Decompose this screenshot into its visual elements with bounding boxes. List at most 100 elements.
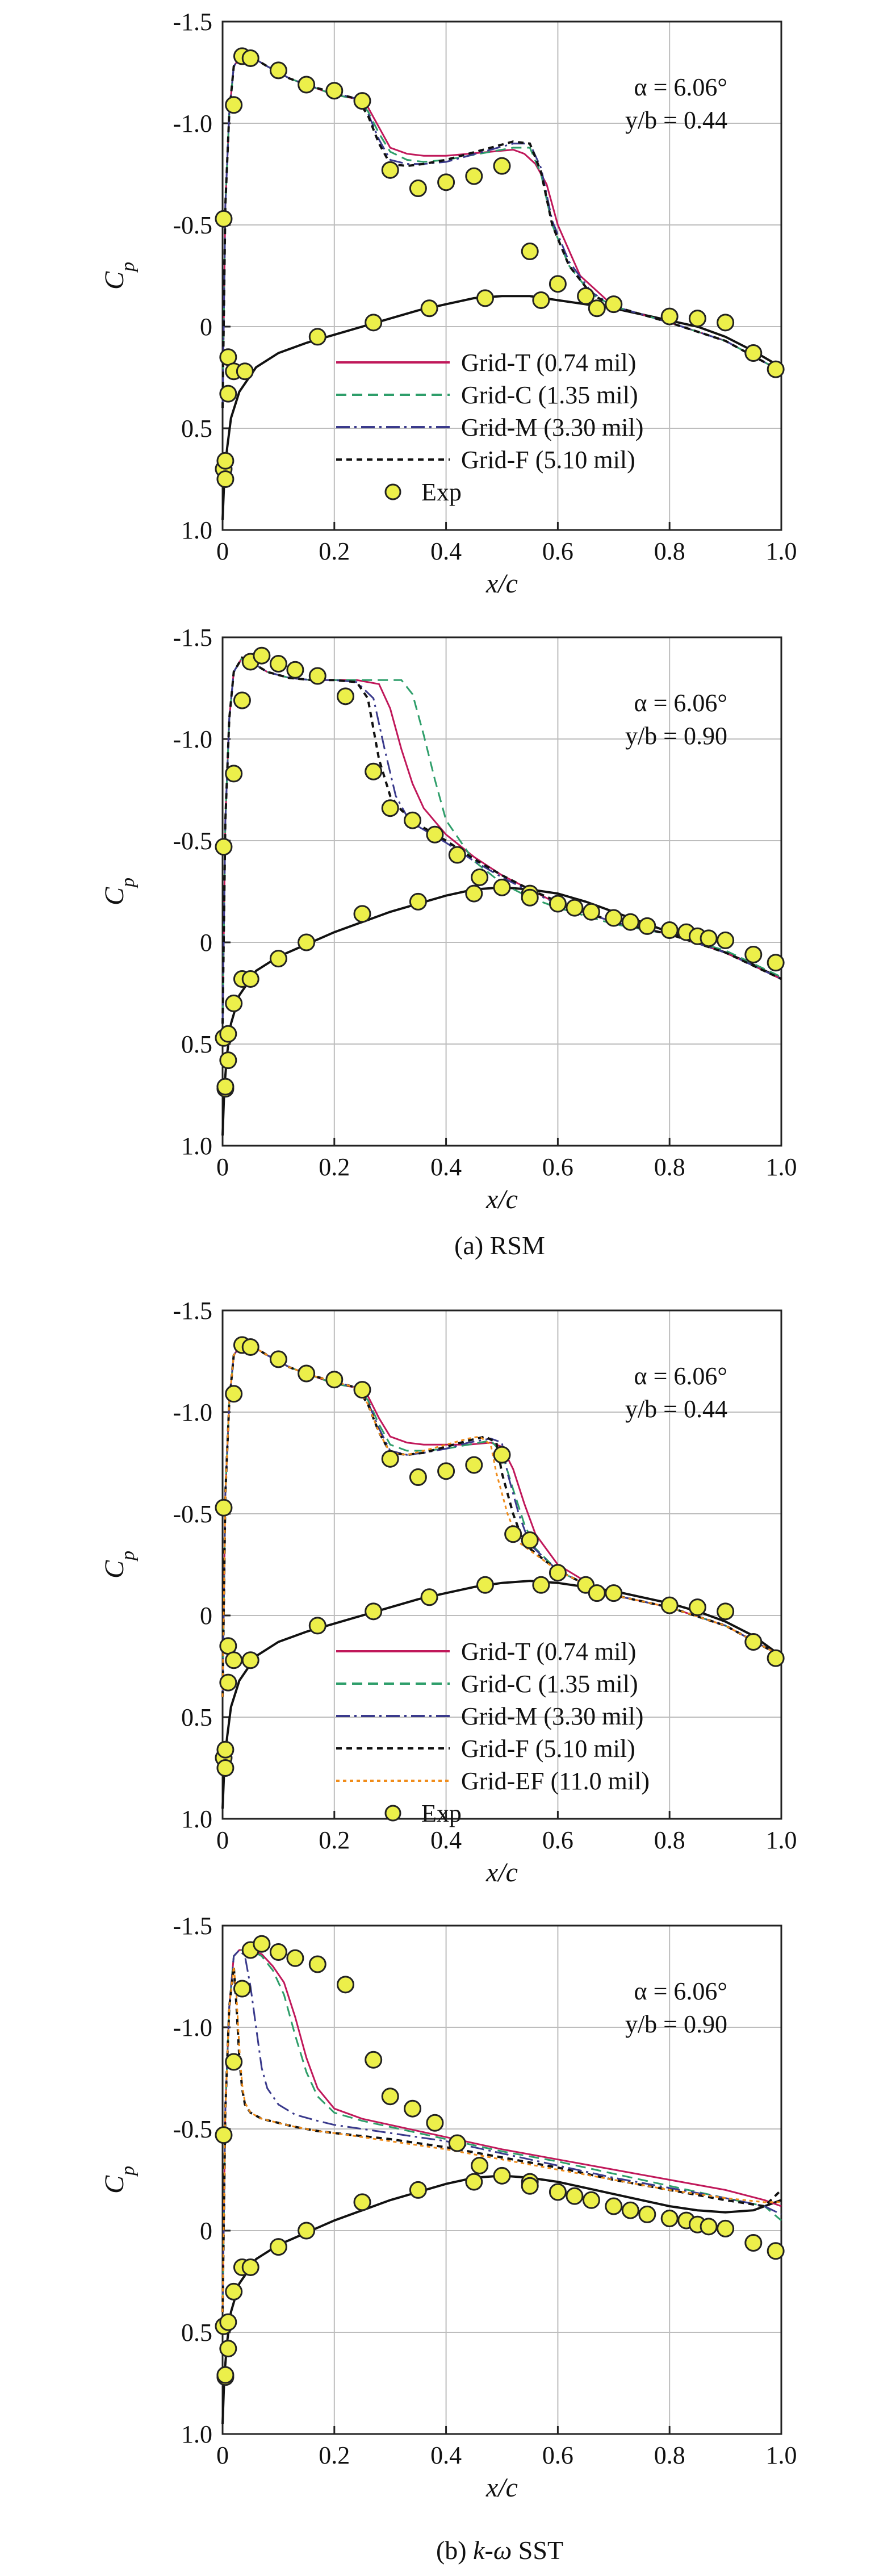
exp-point [605,909,623,927]
y-axis-label: Cp [99,262,139,290]
exp-point [638,2205,656,2223]
legend-label: Grid-EF (11.0 mil) [461,1767,650,1795]
y-tick-label: 0.5 [181,2319,212,2347]
y-tick-label: 0 [200,2217,212,2245]
exp-point [420,299,438,318]
legend: Grid-T (0.74 mil) Grid-C (1.35 mil) Grid-M… [336,349,643,506]
exp-point [605,1584,623,1602]
y-axis-label: Cp [99,878,139,905]
exp-point [605,2197,623,2215]
exp-point [717,314,735,332]
exp-point [233,1980,251,1998]
exp-point [549,275,567,293]
exp-point [521,243,539,261]
chart-panel-sst-044: 0 0.2 0.4 0.6 0.8 1.0 -1.5 -1.0 -0.5 0 0.5 1.0 x/c Cp… [99,1297,797,1888]
x-tick-label: 0.2 [319,2441,350,2469]
exp-point [660,307,679,325]
x-axis-label: x/c [485,1857,518,1888]
exp-point [409,2181,427,2199]
exp-point [225,96,243,114]
exp-point [286,1949,304,1967]
series-grid-c [221,53,782,408]
exp-point [308,667,326,685]
exp-point [225,765,243,783]
exp-point [336,1976,354,1994]
y-tick-label: 0 [200,313,212,341]
exp-point [269,655,287,673]
exp-point [219,1025,237,1043]
exp-point [426,2114,444,2132]
x-tick-label: 0.6 [542,2441,573,2469]
x-tick-label: 0.6 [542,1153,573,1181]
exp-point [588,299,606,318]
exp-point [325,82,344,100]
y-tick-label: -1.0 [173,1398,212,1426]
x-axis-label: x/c [485,1184,518,1214]
x-tick-label: 1.0 [766,1826,797,1854]
exp-point [744,344,763,362]
exp-point [700,929,718,947]
exp-point [298,76,316,94]
exp-point [660,1596,679,1614]
exp-point [660,2210,679,2228]
exp-point [448,846,466,864]
exp-point [688,1598,706,1617]
exp-point [225,2053,243,2071]
x-tick-label: 0.2 [319,1826,350,1854]
exp-point [409,1468,427,1487]
x-tick-label: 0.2 [319,537,350,565]
exp-point [744,2233,763,2252]
y-tick-label: -1.5 [173,1912,212,1940]
chart-panel-rsm-090: 0 0.2 0.4 0.6 0.8 1.0 -1.5 -1.0 -0.5 0 0.5 1.0 x/c Cp… [99,624,797,1214]
exp-point [381,2087,399,2106]
exp-point [409,892,427,911]
y-tick-label: 0.5 [181,415,212,442]
exp-point [365,1602,383,1621]
exp-point [241,2258,259,2276]
x-tick-label: 0.8 [654,537,685,565]
lower-surface-curve [221,886,782,1136]
exp-point [216,2366,235,2384]
exp-point [476,289,494,307]
yb-annotation: y/b = 0.90 [625,2010,727,2038]
y-tick-label: 1.0 [181,1805,212,1833]
exp-point [605,295,623,314]
exp-point [767,954,785,972]
caption-sst: (b) k-ω SST [436,2536,563,2565]
exp-point [216,1740,235,1759]
exp-point [336,687,354,705]
series-grid-m [221,1948,782,2312]
exp-point [700,2218,718,2236]
exp-point [308,328,326,346]
legend-label: Grid-C (1.35 mil) [461,1670,638,1698]
exp-point [521,2177,539,2195]
legend-label: Exp [421,478,462,506]
plot-frame [221,1309,782,1820]
exp-point [215,2126,233,2144]
exp-point [216,1078,235,1096]
legend-label: Grid-M (3.30 mil) [461,1702,643,1730]
alpha-annotation: α = 6.06° [634,1977,727,2005]
exp-point [471,868,489,886]
exp-point [566,899,584,917]
y-tick-label: -1.0 [173,110,212,137]
legend: Grid-T (0.74 mil) Grid-C (1.35 mil) Grid-M… [336,1638,650,1827]
exp-point [381,161,399,179]
legend-label: Exp [421,1800,462,1827]
exp-point [219,1051,237,1070]
exp-point [353,92,371,110]
chart-panel-sst-090: 0 0.2 0.4 0.6 0.8 1.0 -1.5 -1.0 -0.5 0 0.5 1.0 x/c Cp… [99,1912,797,2503]
exp-point [404,811,422,829]
series-grid-ef [221,1966,781,2312]
exp-point [420,1588,438,1606]
exp-point [233,691,251,709]
x-tick-label: 0.8 [654,1153,685,1181]
x-tick-label: 0.4 [430,537,462,565]
caption-rsm: (a) RSM [454,1231,545,1260]
exp-point [269,2238,287,2256]
exp-point [269,1350,287,1368]
y-tick-label: -1.5 [173,8,212,36]
x-tick-label: 1.0 [766,1153,797,1181]
exp-point [493,878,511,896]
